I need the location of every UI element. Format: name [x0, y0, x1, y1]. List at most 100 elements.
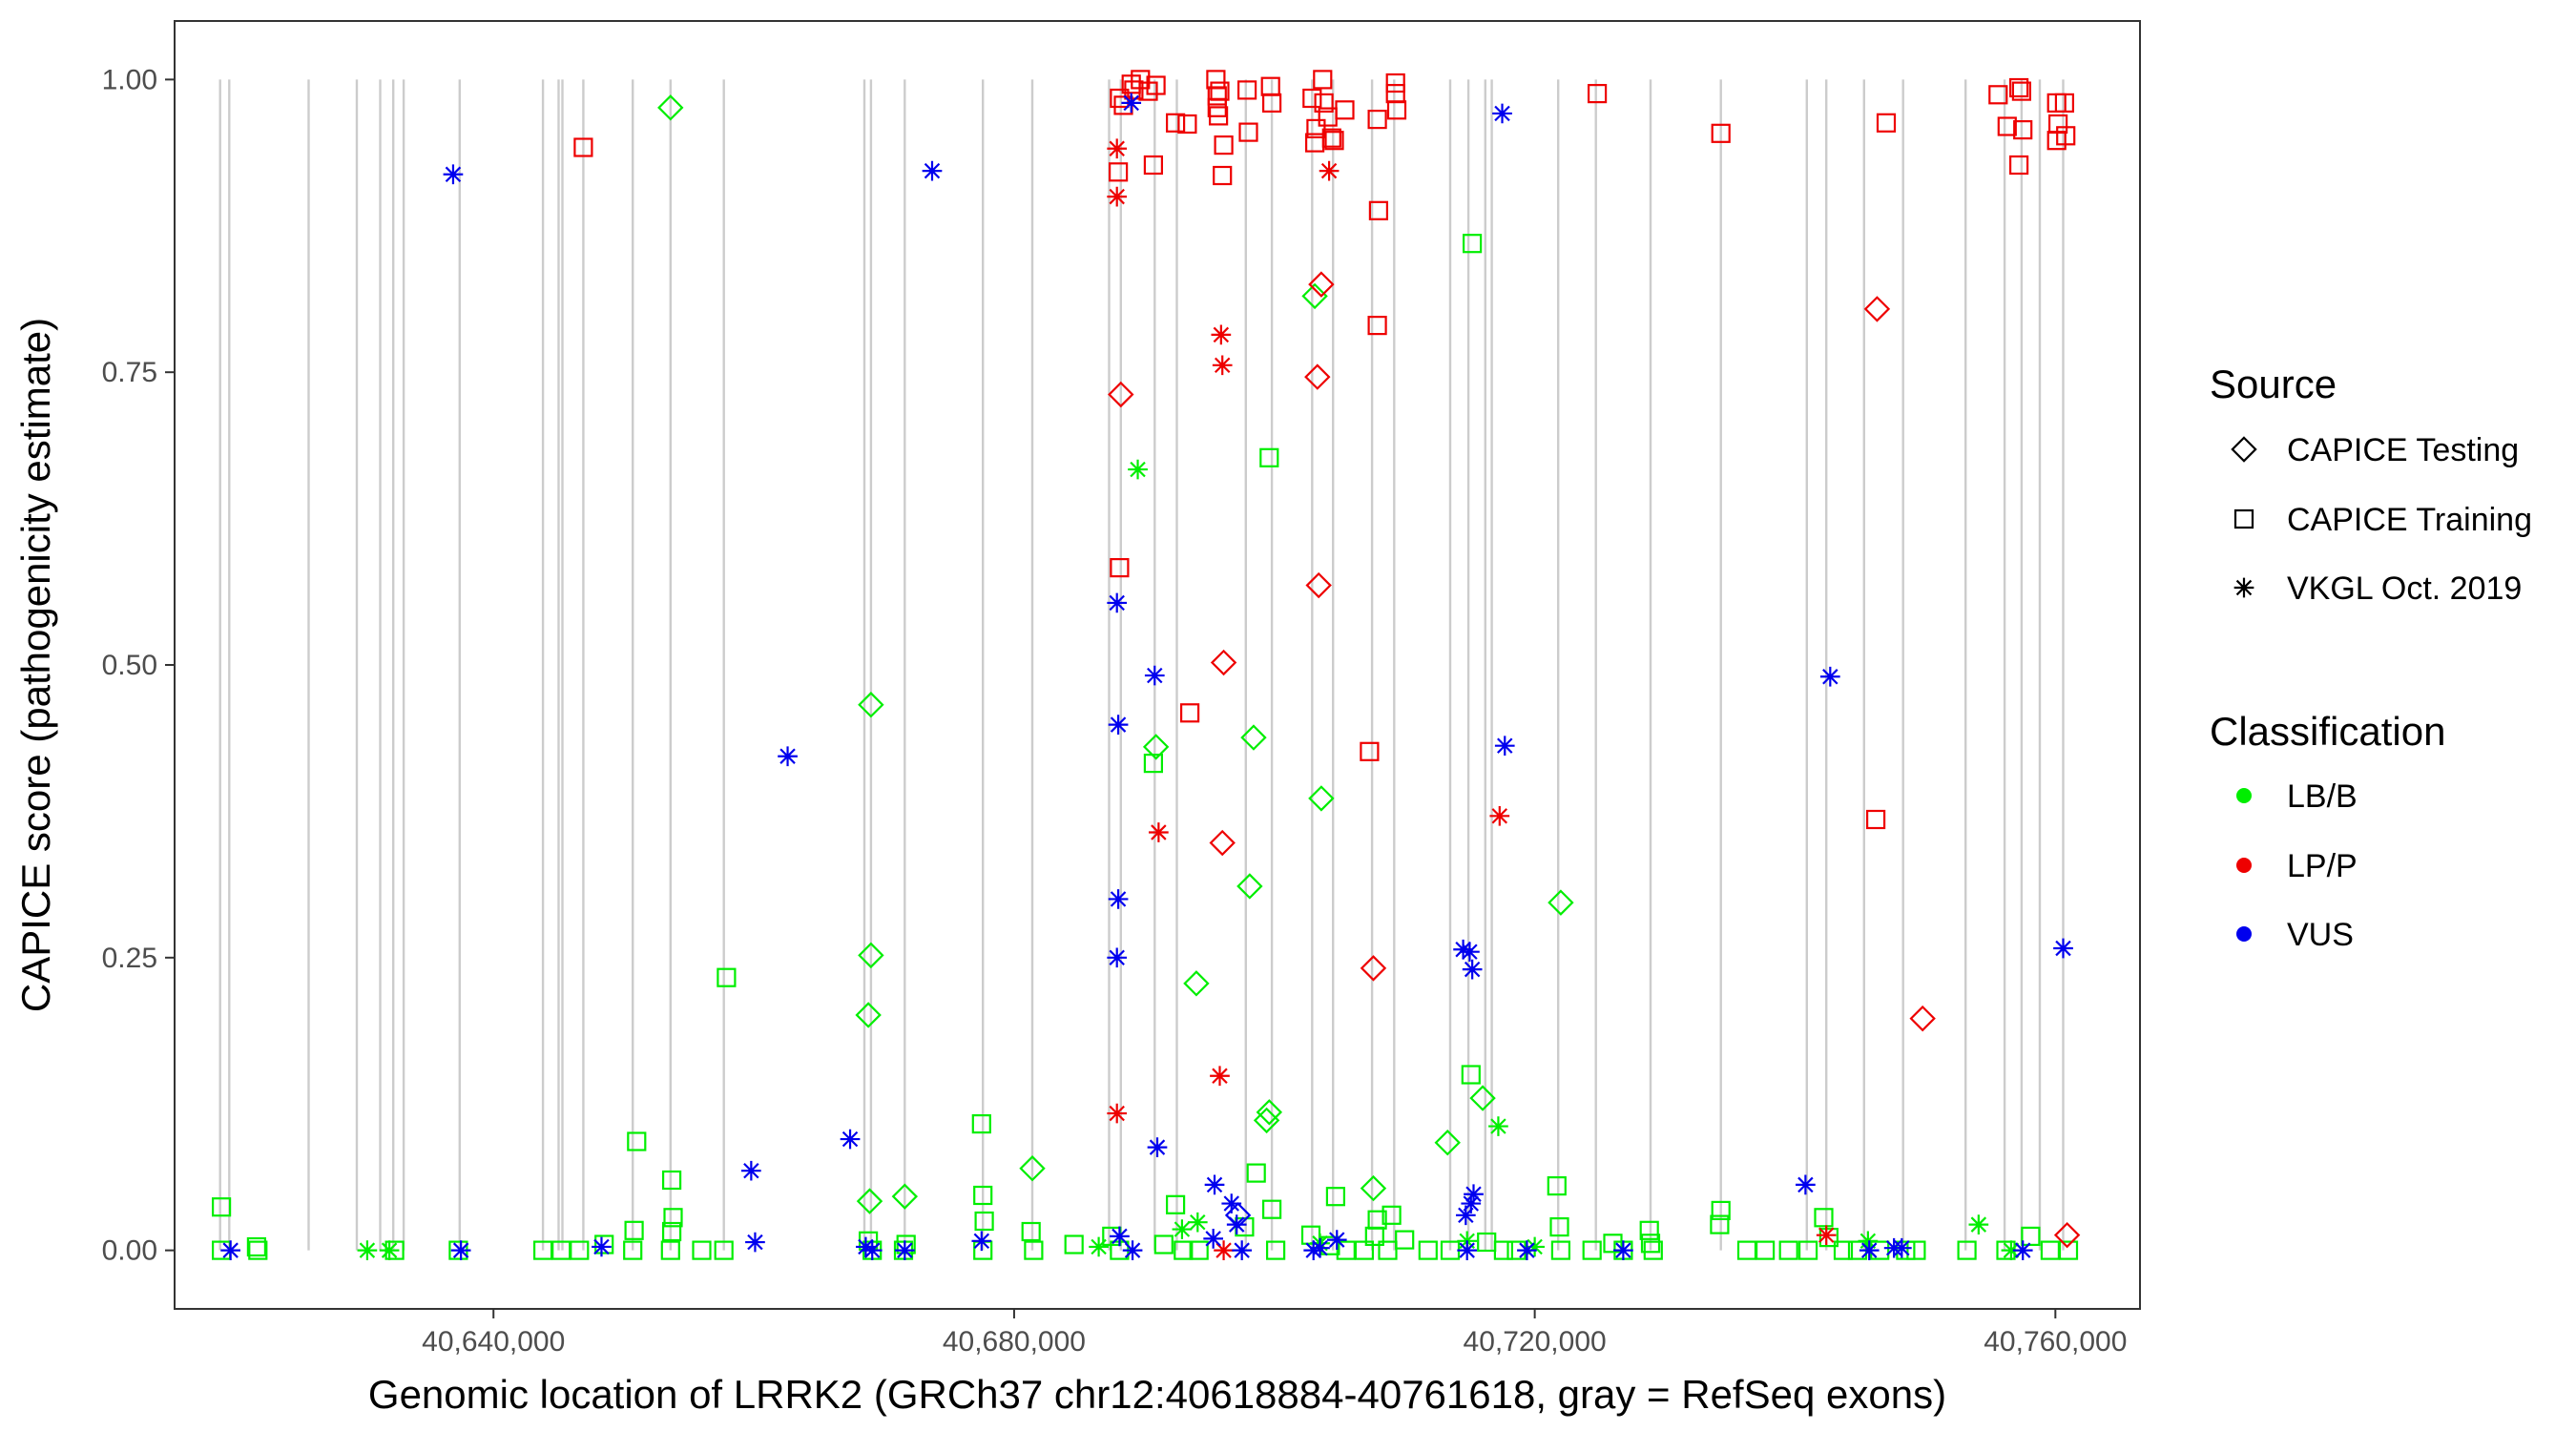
data-point [657, 94, 684, 121]
data-point [1165, 1194, 1186, 1214]
data-point [661, 1221, 682, 1242]
data-point [1021, 1221, 1041, 1242]
data-point [1492, 103, 1512, 124]
data-point [1796, 1174, 1816, 1195]
legend-label-capice-training: CAPICE Training [2287, 502, 2532, 538]
data-point [1107, 138, 1128, 159]
legend-key-square [2233, 508, 2254, 529]
legend-source: Source CAPICE Testing CAPICE Training VK… [2210, 362, 2532, 607]
data-point [1210, 1066, 1230, 1087]
data-point [623, 1240, 643, 1260]
data-point [714, 1240, 734, 1260]
data-point [1179, 703, 1200, 723]
data-point [2058, 1240, 2079, 1260]
data-point [1865, 809, 1886, 830]
data-point [1603, 1234, 1623, 1254]
data-point [1461, 1193, 1482, 1213]
series-vus-asterisk [220, 93, 2073, 1260]
data-point [1110, 1226, 1130, 1247]
data-point [1240, 724, 1267, 751]
data-point [1221, 1193, 1242, 1213]
data-point [1859, 1240, 1880, 1260]
data-point [2021, 1226, 2041, 1247]
axes: 0.00 0.25 0.50 0.75 1.00 40,640,000 40,680,000… [102, 64, 2128, 1358]
data-point [1360, 741, 1380, 761]
data-point [1755, 1240, 1776, 1260]
data-point [1997, 116, 2017, 136]
series-lpp-diamond [1108, 271, 2081, 1249]
data-point [1493, 1240, 1514, 1260]
data-point [1261, 93, 1282, 114]
data-point [1462, 959, 1483, 980]
data-point [1378, 1240, 1398, 1260]
data-point [1460, 942, 1480, 963]
data-point [248, 1240, 268, 1260]
data-point [2009, 77, 2029, 98]
legend-label-lbb: LB/B [2287, 778, 2358, 815]
data-point [2013, 119, 2033, 140]
x-tick-label: 40,760,000 [1984, 1326, 2127, 1358]
data-point [1797, 1240, 1818, 1260]
legend-key-asterisk [2233, 577, 2254, 598]
data-point [2053, 938, 2073, 959]
data-point [532, 1240, 553, 1260]
data-point [1326, 1230, 1347, 1250]
data-point [1256, 1099, 1283, 1126]
y-tick-label: 0.00 [102, 1235, 157, 1267]
data-point [1643, 1240, 1663, 1260]
data-point [1469, 1085, 1496, 1111]
data-point [1587, 83, 1608, 104]
data-point [1108, 889, 1129, 909]
data-point [1211, 324, 1232, 345]
data-point [1302, 88, 1322, 109]
data-point [1143, 753, 1164, 774]
data-point [858, 692, 884, 718]
data-point [661, 1170, 682, 1191]
series-lpp-square [573, 70, 2076, 830]
data-point [1455, 1205, 1476, 1226]
data-point [1639, 1220, 1659, 1240]
data-point [1711, 123, 1731, 143]
data-point [1367, 1210, 1387, 1230]
data-point [692, 1240, 712, 1260]
data-point [717, 967, 737, 987]
data-point [1108, 162, 1129, 182]
data-point [1434, 1130, 1461, 1156]
data-point [1325, 1187, 1346, 1207]
data-point [246, 1236, 266, 1257]
legend-key-diamond [2231, 436, 2257, 463]
data-point [1321, 128, 1341, 148]
data-point [627, 1131, 647, 1151]
data-point [1253, 1107, 1280, 1134]
data-point [1818, 1227, 1839, 1248]
data-point [1310, 1237, 1330, 1258]
data-point [1464, 1184, 1484, 1205]
data-point [741, 1160, 761, 1181]
data-point [894, 1240, 915, 1260]
data-point [1143, 155, 1164, 176]
data-point [1457, 1240, 1478, 1260]
data-point [1108, 381, 1134, 408]
data-point [1265, 1240, 1286, 1260]
data-point [1308, 271, 1335, 298]
data-point [1261, 1199, 1282, 1219]
data-point [1107, 947, 1128, 968]
data-point [2054, 93, 2074, 114]
data-point [1335, 100, 1355, 120]
legend-key-color [2236, 858, 2252, 873]
data-point [2001, 1240, 2022, 1260]
data-point [450, 1240, 471, 1260]
data-point [1549, 1216, 1569, 1237]
data-point [1863, 296, 1891, 322]
data-point [1238, 122, 1258, 142]
series-lpp-asterisk [1107, 138, 1837, 1260]
data-point [1710, 1214, 1730, 1234]
data-point [624, 1220, 644, 1240]
data-point [1833, 1240, 1854, 1260]
data-point [1232, 1240, 1253, 1260]
data-point [1128, 459, 1148, 480]
data-point [1968, 1214, 1989, 1234]
data-point [1909, 1005, 1936, 1032]
data-point [1385, 73, 1405, 93]
data-point [2012, 1240, 2033, 1260]
